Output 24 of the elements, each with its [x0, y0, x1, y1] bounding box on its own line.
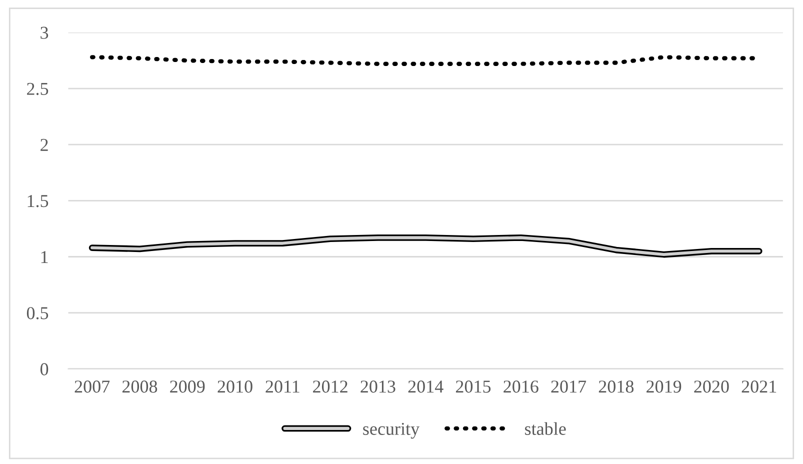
x-tick-label: 2015: [456, 380, 491, 393]
legend-label: stable: [525, 422, 566, 435]
x-tick-label: 2010: [218, 380, 252, 393]
y-tick-label: 2.5: [27, 82, 48, 96]
legend-label: security: [363, 422, 420, 439]
x-tick-label: 2017: [551, 380, 586, 393]
x-tick-label: 2020: [694, 380, 729, 393]
x-tick-label: 2011: [266, 380, 300, 393]
y-tick-label: 1.5: [28, 195, 48, 208]
x-tick-label: 2018: [598, 380, 634, 393]
y-tick-label: 0: [40, 363, 48, 376]
x-tick-label: 2014: [408, 380, 444, 393]
x-tick-label: 2019: [646, 380, 682, 393]
x-tick-label: 2021: [742, 380, 776, 393]
x-tick-label: 2016: [504, 380, 538, 393]
y-tick-label: 1: [41, 251, 48, 264]
y-tick-label: 0.5: [26, 307, 48, 320]
y-tick-label: 2: [40, 138, 48, 151]
x-tick-label: 2007: [74, 380, 110, 393]
x-tick-label: 2008: [122, 380, 158, 393]
x-tick-label: 2012: [313, 380, 348, 393]
x-tick-label: 2009: [170, 380, 205, 393]
x-tick-label: 2013: [360, 380, 396, 393]
y-tick-label: 3: [40, 26, 48, 39]
